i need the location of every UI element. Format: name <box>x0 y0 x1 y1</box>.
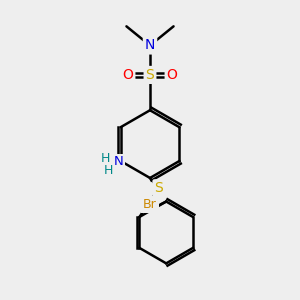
Text: N: N <box>145 38 155 52</box>
Text: O: O <box>122 68 134 82</box>
Text: Br: Br <box>143 198 157 211</box>
Text: S: S <box>146 68 154 82</box>
Text: O: O <box>167 68 178 82</box>
Text: H: H <box>101 152 110 165</box>
Text: N: N <box>114 155 124 168</box>
Text: S: S <box>154 181 163 195</box>
Text: H: H <box>103 164 113 177</box>
